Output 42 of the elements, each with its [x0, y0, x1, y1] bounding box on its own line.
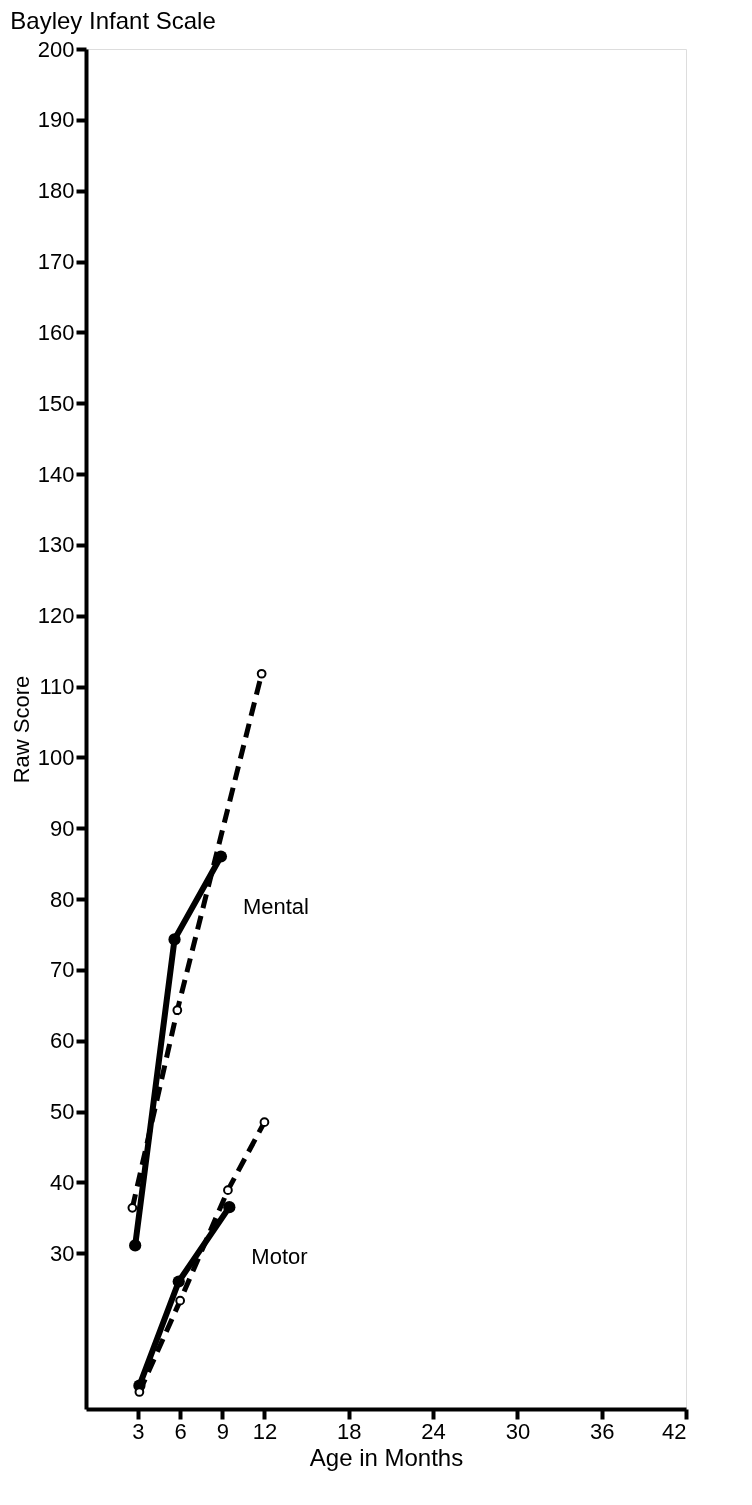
y-tick-label: 60	[50, 1028, 75, 1054]
y-axis-title: Raw Score	[8, 675, 34, 784]
x-tick-label: 6	[174, 1418, 187, 1444]
y-tick-label: 190	[37, 107, 75, 133]
point	[259, 1117, 270, 1127]
point	[172, 1275, 185, 1288]
point	[223, 1185, 233, 1195]
y-tick-label: 170	[37, 249, 75, 274]
series-label: Motor	[251, 1244, 308, 1270]
point	[256, 668, 267, 679]
point	[223, 1201, 236, 1214]
point	[172, 1005, 183, 1016]
y-tick-label: 140	[37, 461, 75, 487]
y-tick-label: 130	[37, 532, 75, 558]
y-tick-label: 200	[37, 36, 75, 62]
y-tick-label: 180	[37, 178, 75, 204]
y-tick-label: 50	[50, 1099, 75, 1124]
x-tick-label: 42	[662, 1418, 687, 1444]
x-tick-label: 18	[337, 1418, 362, 1444]
x-tick-label: 9	[216, 1418, 229, 1444]
y-tick-label: 30	[50, 1240, 75, 1266]
y-tick-label: 80	[50, 886, 75, 912]
point	[129, 1239, 142, 1252]
y-tick-label: 70	[50, 957, 75, 983]
y-tick-label: 150	[37, 390, 75, 416]
y-tick-label: 40	[50, 1169, 75, 1195]
chart-title: Bayley Infant Scale	[10, 7, 216, 34]
y-tick-label: 90	[50, 815, 75, 841]
x-tick-label: 12	[252, 1418, 278, 1444]
point	[127, 1202, 138, 1213]
x-tick-label: 3	[132, 1418, 145, 1444]
y-tick-label: 160	[37, 319, 75, 345]
series-label: Mental	[242, 893, 309, 919]
x-tick-label: 24	[421, 1418, 446, 1444]
x-axis-title: Age in Months	[309, 1443, 464, 1471]
point	[175, 1295, 186, 1306]
y-tick-label: 110	[39, 674, 75, 699]
y-tick-label: 100	[37, 744, 75, 770]
x-tick-label: 30	[505, 1418, 531, 1444]
x-tick-label: 36	[589, 1418, 615, 1444]
y-tick-label: 120	[37, 603, 75, 629]
point	[168, 933, 181, 946]
